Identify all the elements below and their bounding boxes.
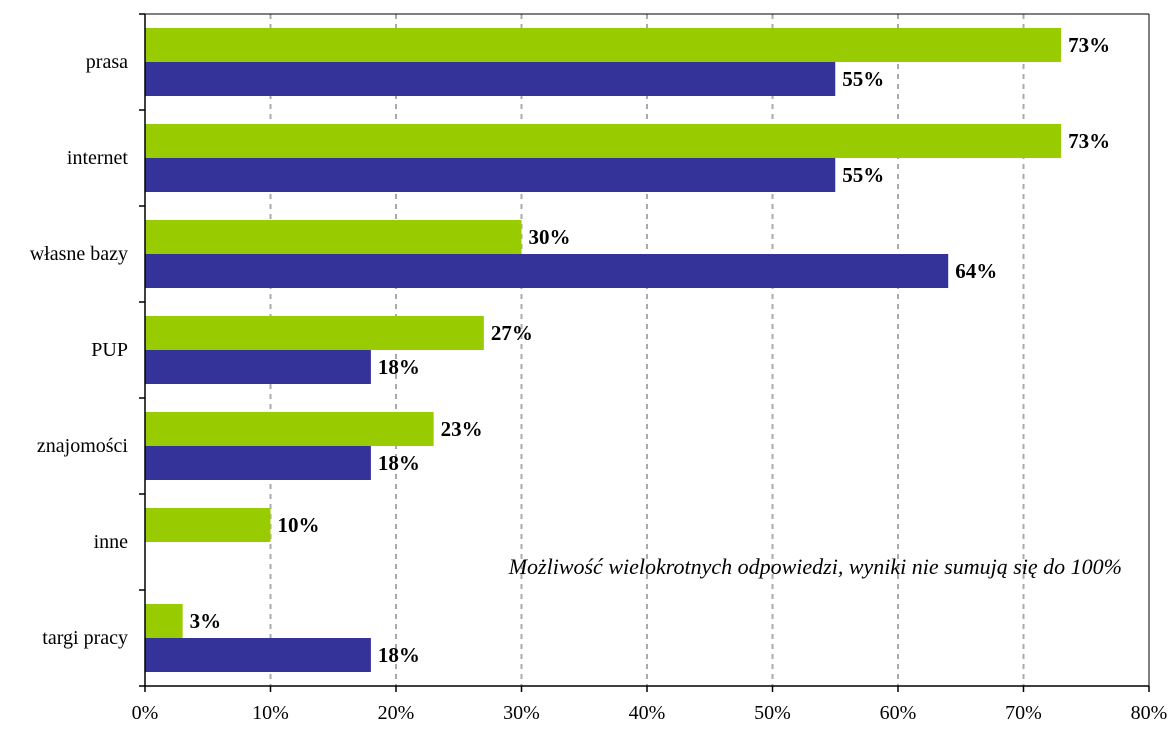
bar-blue [145, 62, 836, 96]
data-label: 73% [1068, 33, 1110, 57]
category-labels: prasa internet własne bazy PUP znajomości inn… [30, 51, 129, 649]
category-label: PUP [91, 339, 128, 361]
data-label: 64% [955, 259, 997, 283]
data-label: 23% [441, 417, 483, 441]
data-label: 55% [842, 163, 884, 187]
data-label: 30% [529, 225, 571, 249]
data-labels: 73% 55% 73% 55% 30% 64% 27% 18% 23% 18% 10% 3% 18% [190, 33, 1111, 667]
x-tick-label: 30% [503, 702, 540, 724]
category-label: internet [67, 147, 129, 169]
data-label: 18% [378, 643, 420, 667]
bar-blue [145, 158, 836, 192]
x-tick-label: 40% [629, 702, 666, 724]
x-tick-label: 10% [252, 702, 289, 724]
data-label: 3% [190, 609, 222, 633]
bar-green [145, 316, 484, 350]
category-label: prasa [86, 51, 128, 73]
bar-green [145, 604, 183, 638]
axes [139, 13, 1150, 692]
data-label: 18% [378, 355, 420, 379]
bar-blue [145, 254, 949, 288]
category-label: znajomości [37, 435, 129, 457]
data-label: 27% [491, 321, 533, 345]
chart-annotation: Możliwość wielokrotnych odpowiedzi, wyni… [508, 554, 1122, 579]
x-tick-label: 80% [1131, 702, 1168, 724]
bar-green [145, 508, 271, 542]
bar-green [145, 412, 434, 446]
bar-green [145, 28, 1062, 62]
x-tick-label: 0% [132, 702, 159, 724]
bars [145, 28, 1062, 672]
category-label: własne bazy [30, 243, 128, 265]
data-label: 73% [1068, 129, 1110, 153]
data-label: 10% [278, 513, 320, 537]
x-tick-label: 60% [880, 702, 917, 724]
data-label: 18% [378, 451, 420, 475]
x-tick-label: 70% [1005, 702, 1042, 724]
x-tick-label: 20% [378, 702, 415, 724]
tick-labels: 0% 10% 20% 30% 40% 50% 60% 70% 80% [132, 702, 1168, 724]
category-label: inne [94, 531, 129, 553]
x-tick-label: 50% [754, 702, 791, 724]
bar-blue [145, 350, 371, 384]
bar-blue [145, 638, 371, 672]
category-label: targi pracy [42, 627, 128, 649]
bar-green [145, 220, 522, 254]
bar-green [145, 124, 1062, 158]
data-label: 55% [842, 67, 884, 91]
bar-blue [145, 446, 371, 480]
